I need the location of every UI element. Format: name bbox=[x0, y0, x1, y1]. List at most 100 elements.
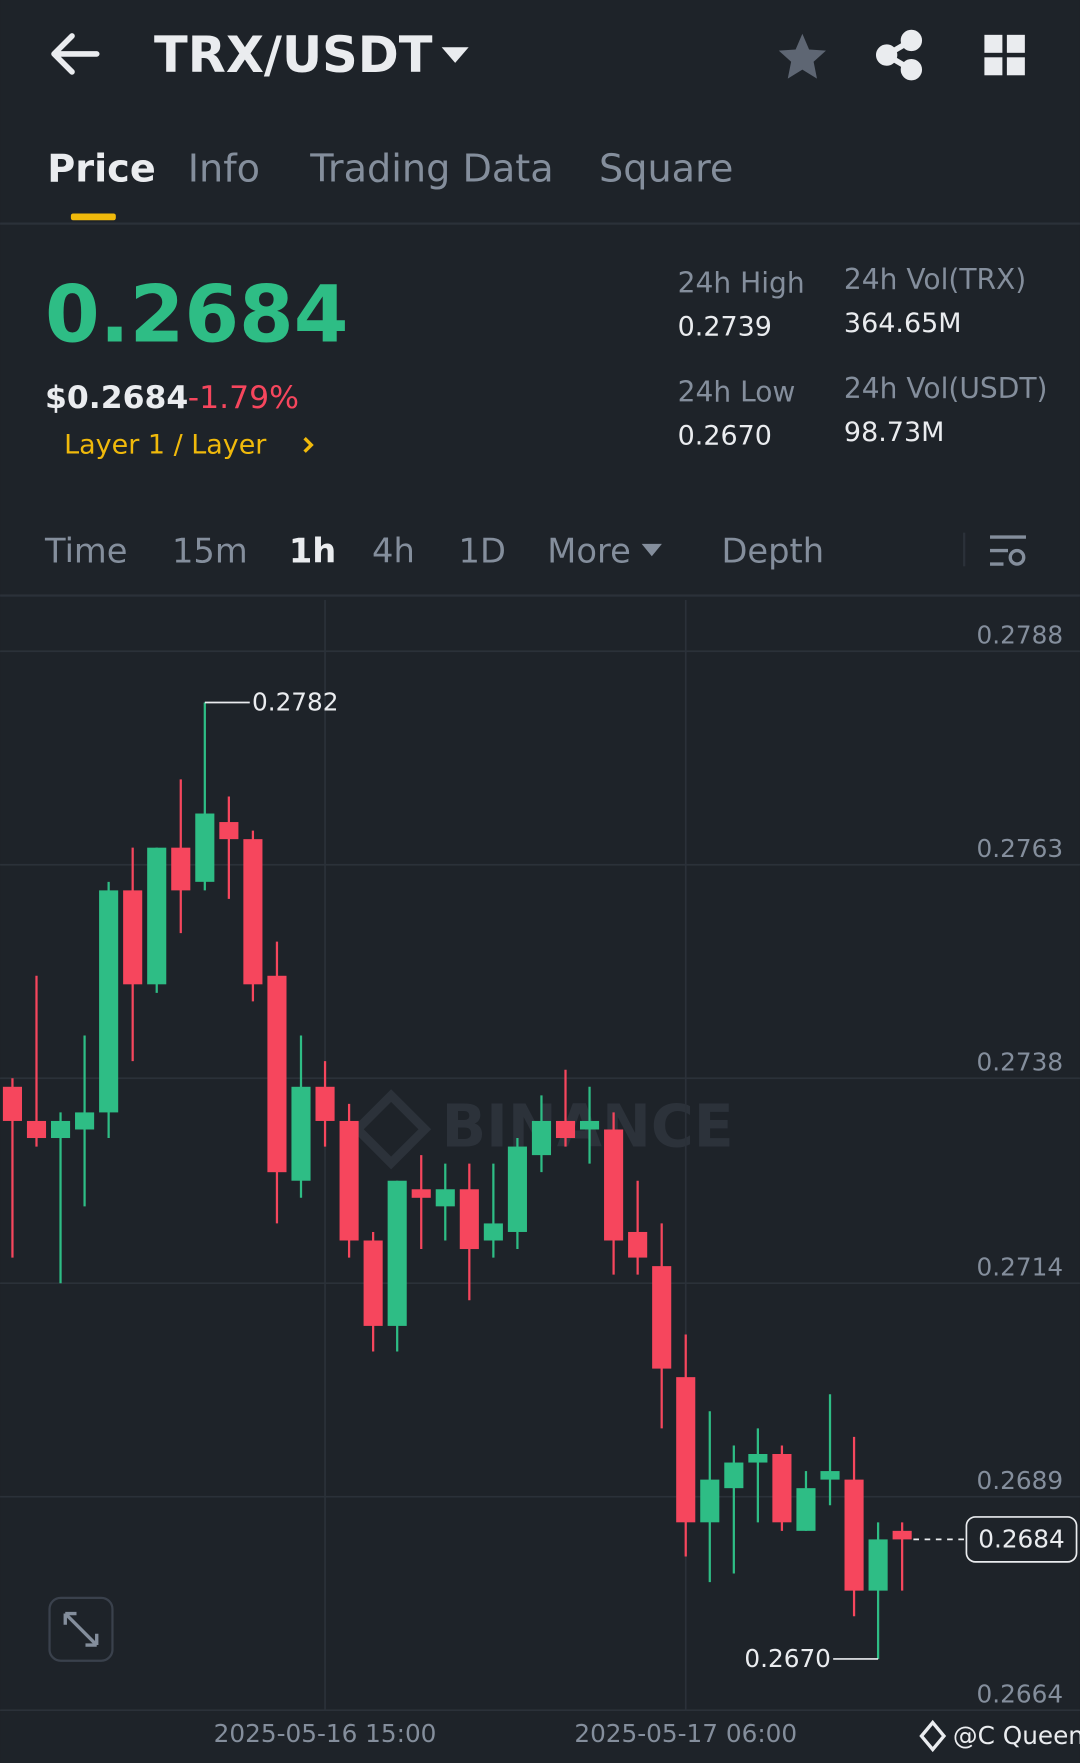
share-lines bbox=[881, 38, 913, 73]
candle-body bbox=[2, 1086, 22, 1121]
candle-body bbox=[315, 1086, 335, 1121]
tab[interactable]: Price bbox=[47, 147, 155, 191]
tag-chevron bbox=[303, 437, 314, 453]
candle-body bbox=[604, 1129, 624, 1241]
y-tick-label: 0.2714 bbox=[977, 1253, 1063, 1282]
candle-body bbox=[243, 839, 263, 985]
x-tick-label: 2025-05-16 15:00 bbox=[214, 1719, 437, 1748]
candle-body bbox=[195, 813, 215, 882]
divider bbox=[0, 594, 1080, 597]
watermark-logo bbox=[351, 1089, 432, 1170]
stat-label: 24h Low bbox=[678, 375, 796, 408]
stat-label: 24h Vol(TRX) bbox=[844, 263, 1026, 296]
expand-icon bbox=[63, 1611, 99, 1647]
candle-body bbox=[772, 1453, 792, 1523]
interval[interactable]: Time bbox=[44, 531, 127, 570]
interval[interactable]: 1D bbox=[459, 531, 506, 570]
back-arrow bbox=[51, 33, 100, 75]
interval[interactable]: More bbox=[547, 531, 631, 570]
credit: @C Queen bbox=[953, 1721, 1080, 1750]
candlestick-chart: 0.2788 0.2763 0.2738 0.2714 0.2689 0.2664 2025… bbox=[0, 600, 1080, 1748]
candle-body bbox=[748, 1453, 768, 1463]
x-tick-label: 2025-05-17 06:00 bbox=[574, 1719, 797, 1748]
candle-body bbox=[796, 1488, 816, 1531]
candle-body bbox=[580, 1120, 600, 1130]
stat-value: 0.2670 bbox=[678, 421, 772, 452]
interval[interactable]: Depth bbox=[721, 531, 824, 570]
layout-button[interactable] bbox=[984, 34, 1025, 76]
candle-body bbox=[531, 1120, 552, 1156]
max-label: 0.2782 bbox=[252, 688, 339, 717]
stat-label: 24h High bbox=[678, 266, 805, 299]
price-change: -1.79% bbox=[188, 380, 299, 416]
settings-gear bbox=[1008, 548, 1026, 566]
fullscreen-button[interactable] bbox=[48, 1596, 114, 1662]
chart-settings[interactable] bbox=[990, 535, 1026, 566]
settings-lines bbox=[990, 535, 1026, 566]
candle-body bbox=[459, 1189, 479, 1250]
layout-cell bbox=[1006, 34, 1025, 53]
stat-value: 364.65M bbox=[844, 308, 962, 339]
candle-body bbox=[483, 1223, 503, 1241]
interval[interactable]: 1h bbox=[289, 531, 336, 570]
candle-body bbox=[267, 975, 287, 1173]
pair-title[interactable]: TRX/USDT bbox=[154, 26, 433, 84]
y-tick-label: 0.2788 bbox=[977, 621, 1063, 650]
credit-logo bbox=[919, 1719, 947, 1753]
tab-indicator bbox=[70, 213, 116, 221]
candle-body bbox=[363, 1240, 383, 1326]
candle-body bbox=[171, 847, 191, 891]
layout-cell bbox=[1006, 57, 1025, 76]
candle-body bbox=[219, 822, 239, 840]
category-tag[interactable]: Layer 1 / Layer bbox=[64, 430, 267, 461]
candle-body bbox=[724, 1462, 744, 1489]
candle-body bbox=[75, 1112, 95, 1130]
candle-body bbox=[387, 1180, 407, 1326]
y-tick-label: 0.2689 bbox=[977, 1466, 1063, 1495]
candle-body bbox=[820, 1471, 840, 1480]
usd-price: $0.2684 bbox=[45, 380, 188, 416]
candle-body bbox=[99, 890, 119, 1113]
candle-body bbox=[628, 1231, 648, 1258]
candle-body bbox=[123, 890, 143, 985]
candle-body bbox=[147, 847, 167, 985]
share-button[interactable] bbox=[875, 29, 923, 81]
stat-value: 98.73M bbox=[844, 417, 944, 448]
candle-body bbox=[676, 1377, 696, 1523]
pair-dropdown[interactable] bbox=[441, 47, 469, 63]
interval[interactable]: 15m bbox=[172, 531, 248, 570]
stat-value: 0.2739 bbox=[678, 312, 772, 343]
layout-cell bbox=[984, 57, 1003, 76]
interval[interactable]: 4h bbox=[372, 531, 415, 570]
more-caret bbox=[641, 543, 662, 557]
back-button[interactable] bbox=[51, 33, 100, 75]
favorite-star[interactable] bbox=[778, 33, 826, 79]
stat-label: 24h Vol(USDT) bbox=[844, 372, 1048, 405]
candle-body bbox=[507, 1146, 527, 1232]
candle-body bbox=[411, 1189, 431, 1198]
candle-body bbox=[26, 1120, 47, 1139]
last-price-label: 0.2684 bbox=[978, 1525, 1065, 1554]
tab[interactable]: Trading Data bbox=[309, 147, 553, 191]
y-tick-label: 0.2763 bbox=[977, 834, 1063, 863]
candle-body bbox=[868, 1539, 888, 1591]
y-tick-label: 0.2738 bbox=[977, 1048, 1063, 1077]
tab[interactable]: Square bbox=[599, 147, 733, 191]
candle-body bbox=[652, 1266, 672, 1369]
layout-cell bbox=[984, 34, 1003, 53]
last-price-box bbox=[965, 1516, 1078, 1563]
candle-body bbox=[555, 1120, 576, 1139]
candle-body bbox=[892, 1530, 912, 1540]
candle-body bbox=[700, 1479, 720, 1523]
min-label: 0.2670 bbox=[744, 1644, 831, 1673]
divider bbox=[0, 222, 1080, 225]
candle-body bbox=[291, 1086, 311, 1181]
candle-body bbox=[844, 1479, 864, 1591]
tab[interactable]: Info bbox=[188, 147, 260, 191]
separator bbox=[963, 532, 966, 567]
candle-body bbox=[50, 1120, 71, 1139]
last-price: 0.2684 bbox=[45, 269, 348, 361]
button-frame bbox=[48, 1596, 114, 1662]
